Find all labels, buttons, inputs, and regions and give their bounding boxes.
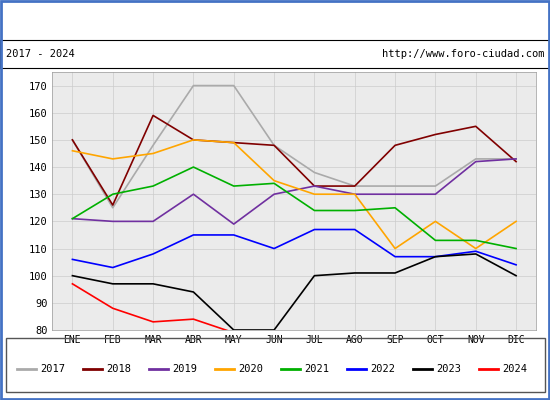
Text: 2018: 2018 [106,364,131,374]
Text: 2021: 2021 [304,364,329,374]
Text: 2023: 2023 [436,364,461,374]
Text: http://www.foro-ciudad.com: http://www.foro-ciudad.com [382,49,544,59]
Text: 2017 - 2024: 2017 - 2024 [6,49,74,59]
Text: Evolucion del paro registrado en Alhambra: Evolucion del paro registrado en Alhambr… [103,13,447,27]
Text: 2017: 2017 [40,364,65,374]
Text: 2020: 2020 [238,364,263,374]
Text: 2019: 2019 [172,364,197,374]
Text: 2024: 2024 [502,364,527,374]
Text: 2022: 2022 [370,364,395,374]
